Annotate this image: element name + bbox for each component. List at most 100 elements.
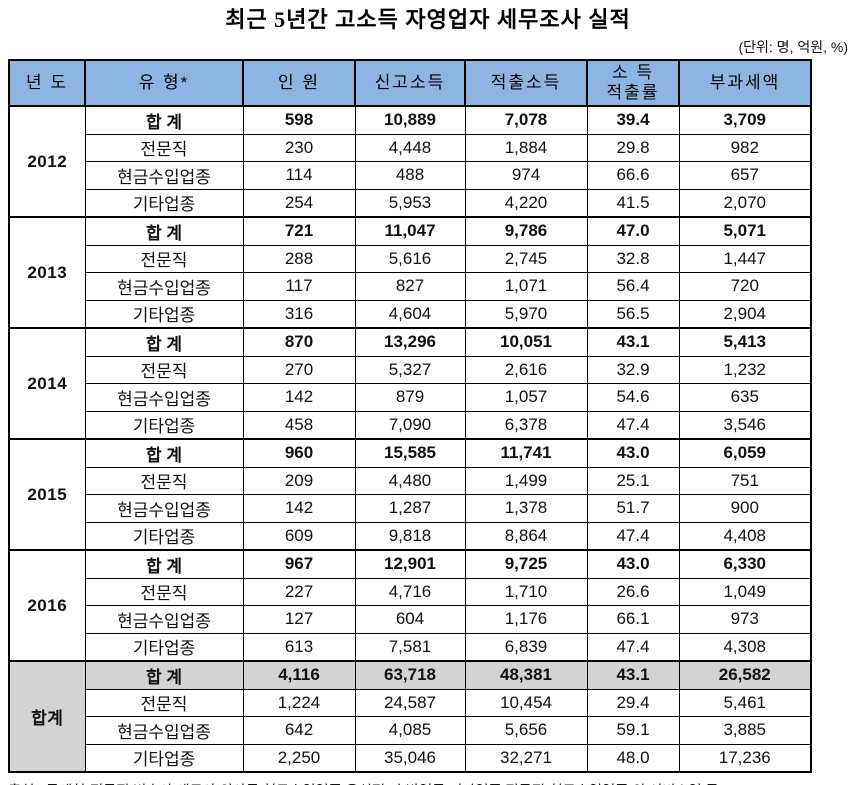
value-cell: 4,408 xyxy=(678,521,812,551)
type-cell: 전문직 xyxy=(84,244,244,273)
value-cell: 47.4 xyxy=(586,410,680,440)
value-cell: 3,546 xyxy=(678,410,812,440)
value-cell: 613 xyxy=(242,632,356,662)
value-cell: 35,046 xyxy=(354,743,466,773)
value-cell: 1,176 xyxy=(464,605,588,634)
value-cell: 4,220 xyxy=(464,188,588,218)
value-cell: 9,786 xyxy=(464,216,588,246)
value-cell: 609 xyxy=(242,521,356,551)
value-cell: 4,116 xyxy=(242,660,356,690)
value-cell: 127 xyxy=(242,605,356,634)
value-cell: 8,864 xyxy=(464,521,588,551)
type-cell: 현금수입업종 xyxy=(84,161,244,190)
value-cell: 54.6 xyxy=(586,383,680,412)
value-cell: 17,236 xyxy=(678,743,812,773)
type-cell: 합 계 xyxy=(84,327,244,357)
table-row: 2013 합 계 721 11,047 9,786 47.0 5,071 xyxy=(8,216,812,329)
type-cell: 현금수입업종 xyxy=(84,494,244,523)
year-cell: 2015 xyxy=(8,438,86,551)
value-cell: 6,378 xyxy=(464,410,588,440)
table-row: 현금수입업종 142 879 1,057 54.6 635 xyxy=(9,383,812,412)
value-cell: 2,616 xyxy=(464,355,588,384)
value-cell: 13,296 xyxy=(354,327,466,357)
value-cell: 5,953 xyxy=(354,188,466,218)
value-cell: 973 xyxy=(678,605,812,634)
value-cell: 230 xyxy=(242,133,356,162)
type-cell: 현금수입업종 xyxy=(84,716,244,745)
value-cell: 7,078 xyxy=(464,105,588,135)
value-cell: 3,709 xyxy=(678,105,812,135)
column-header: 적출소득 xyxy=(464,59,588,107)
table-row: 현금수입업종 642 4,085 5,656 59.1 3,885 xyxy=(9,716,812,745)
year-cell: 2016 xyxy=(8,549,86,662)
value-cell: 458 xyxy=(242,410,356,440)
table-row: 현금수입업종 114 488 974 66.6 657 xyxy=(9,161,812,190)
type-cell: 합 계 xyxy=(84,438,244,468)
value-cell: 827 xyxy=(354,272,466,301)
type-cell: 합 계 xyxy=(84,216,244,246)
value-cell: 56.4 xyxy=(586,272,680,301)
value-cell: 1,224 xyxy=(242,688,356,717)
value-cell: 209 xyxy=(242,466,356,495)
value-cell: 5,327 xyxy=(354,355,466,384)
value-cell: 4,448 xyxy=(354,133,466,162)
value-cell: 721 xyxy=(242,216,356,246)
value-cell: 604 xyxy=(354,605,466,634)
value-cell: 32.9 xyxy=(586,355,680,384)
value-cell: 15,585 xyxy=(354,438,466,468)
column-header: 인 원 xyxy=(242,59,356,107)
value-cell: 59.1 xyxy=(586,716,680,745)
unit-note: (단위: 명, 억원, %) xyxy=(738,39,848,55)
table-row: 현금수입업종 127 604 1,176 66.1 973 xyxy=(9,605,812,634)
value-cell: 56.5 xyxy=(586,299,680,329)
type-cell: 기타업종 xyxy=(84,743,244,773)
value-cell: 1,710 xyxy=(464,577,588,606)
value-cell: 1,057 xyxy=(464,383,588,412)
table-row: 2015 합 계 960 15,585 11,741 43.0 6,059 xyxy=(8,438,812,551)
type-cell: 기타업종 xyxy=(84,188,244,218)
value-cell: 4,480 xyxy=(354,466,466,495)
column-header: 부과세액 xyxy=(678,59,812,107)
type-cell: 기타업종 xyxy=(84,299,244,329)
table-row: 기타업종 2,250 35,046 32,271 48.0 17,236 xyxy=(9,743,812,773)
value-cell: 879 xyxy=(354,383,466,412)
value-cell: 63,718 xyxy=(354,660,466,690)
type-cell: 전문직 xyxy=(84,577,244,606)
value-cell: 66.1 xyxy=(586,605,680,634)
value-cell: 4,716 xyxy=(354,577,466,606)
value-cell: 1,884 xyxy=(464,133,588,162)
value-cell: 288 xyxy=(242,244,356,273)
value-cell: 960 xyxy=(242,438,356,468)
type-cell: 기타업종 xyxy=(84,410,244,440)
value-cell: 2,070 xyxy=(678,188,812,218)
table-row: 전문직 270 5,327 2,616 32.9 1,232 xyxy=(9,355,812,384)
value-cell: 114 xyxy=(242,161,356,190)
value-cell: 10,889 xyxy=(354,105,466,135)
table-row: 2014 합 계 870 13,296 10,051 43.1 5,413 xyxy=(8,327,812,440)
year-cell: 2013 xyxy=(8,216,86,329)
type-cell: 전문직 xyxy=(84,355,244,384)
value-cell: 1,049 xyxy=(678,577,812,606)
value-cell: 43.0 xyxy=(586,549,680,579)
value-cell: 26.6 xyxy=(586,577,680,606)
value-cell: 43.0 xyxy=(586,438,680,468)
table-row: 2016 합 계 967 12,901 9,725 43.0 6,330 xyxy=(8,549,812,662)
value-cell: 9,725 xyxy=(464,549,588,579)
table-row: 기타업종 609 9,818 8,864 47.4 4,408 xyxy=(9,521,812,551)
value-cell: 900 xyxy=(678,494,812,523)
table-row: 기타업종 254 5,953 4,220 41.5 2,070 xyxy=(9,188,812,218)
year-cell: 2012 xyxy=(8,105,86,218)
table-row: 2012 합 계 598 10,889 7,078 39.4 3,709 xyxy=(8,105,812,218)
value-cell: 48,381 xyxy=(464,660,588,690)
value-cell: 1,447 xyxy=(678,244,812,273)
value-cell: 24,587 xyxy=(354,688,466,717)
value-cell: 11,047 xyxy=(354,216,466,246)
table-row: 전문직 1,224 24,587 10,454 29.4 5,461 xyxy=(9,688,812,717)
table-body: 2012 합 계 598 10,889 7,078 39.4 3,709 전문직 230 4,44… xyxy=(8,105,812,773)
value-cell: 1,232 xyxy=(678,355,812,384)
value-cell: 43.1 xyxy=(586,327,680,357)
value-cell: 2,250 xyxy=(242,743,356,773)
type-cell: 기타업종 xyxy=(84,521,244,551)
